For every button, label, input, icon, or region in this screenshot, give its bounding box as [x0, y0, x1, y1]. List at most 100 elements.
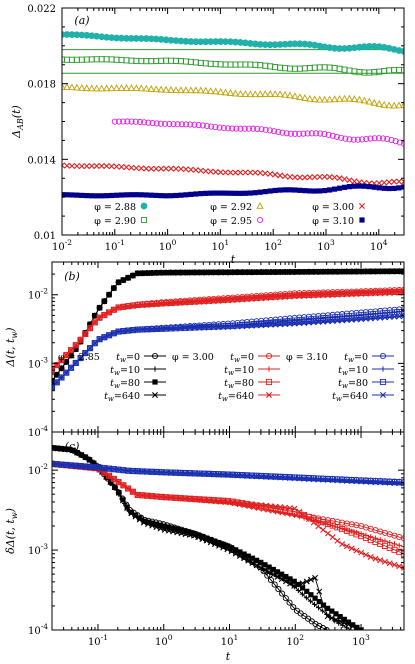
data-point — [277, 474, 284, 481]
panel-c-xtick-label-base: 10 — [155, 637, 168, 648]
data-point — [183, 528, 189, 535]
data-point — [82, 350, 89, 357]
y-axis-label-tail: ) — [4, 508, 17, 513]
data-point — [381, 185, 387, 191]
data-point — [197, 167, 204, 174]
data-point — [282, 293, 289, 300]
data-point — [167, 86, 175, 93]
data-point — [360, 96, 369, 104]
data-point — [172, 269, 179, 276]
data-point — [133, 57, 140, 64]
legend-label: tw=10 — [110, 365, 140, 377]
data-point — [182, 269, 189, 276]
data-point — [68, 347, 75, 354]
data-point — [192, 167, 199, 174]
data-point — [106, 472, 113, 479]
data-point — [310, 319, 317, 326]
panel-b: 10-410-310-2(b)Δ(t, tw)φ = 2.85 tw=0tw=10… — [4, 261, 405, 439]
data-point — [143, 192, 149, 198]
data-point — [93, 56, 100, 63]
data-point — [125, 303, 132, 310]
data-point — [222, 169, 229, 176]
series-2 — [62, 82, 404, 109]
data-point — [279, 129, 286, 136]
data-point — [367, 478, 374, 485]
data-point — [229, 472, 236, 479]
data-point — [166, 120, 173, 128]
data-point — [267, 474, 274, 481]
data-point — [63, 162, 70, 169]
legend-tw-t: t — [110, 365, 114, 376]
y-axis-label-main: Δ(t, t — [4, 338, 17, 368]
data-point — [391, 185, 397, 191]
data-point — [163, 57, 170, 64]
data-point — [381, 290, 388, 297]
data-point — [143, 165, 150, 172]
data-point — [63, 461, 70, 468]
data-point — [295, 582, 302, 589]
data-point — [157, 522, 164, 528]
data-point — [348, 268, 355, 275]
data-point — [353, 478, 360, 485]
panel-c-xtick-label: 101 — [221, 633, 239, 648]
data-point — [222, 61, 229, 68]
data-point — [83, 163, 90, 170]
data-point — [73, 56, 80, 63]
data-point — [186, 496, 193, 503]
panel-label: (a) — [74, 14, 89, 27]
panel-c-xtick-label: 10-1 — [88, 633, 108, 648]
data-point — [170, 121, 177, 128]
data-point — [258, 473, 265, 480]
data-point — [110, 306, 117, 313]
data-point — [320, 526, 327, 533]
data-point — [324, 613, 331, 620]
data-point — [149, 520, 155, 526]
data-point — [322, 187, 328, 194]
data-point — [124, 504, 131, 511]
data-point — [63, 352, 70, 359]
data-point — [362, 478, 369, 485]
data-point — [158, 269, 165, 276]
legend-marker — [380, 366, 386, 372]
data-point — [301, 512, 308, 519]
data-point — [210, 298, 217, 305]
data-point — [82, 330, 89, 338]
data-point — [113, 56, 120, 63]
series-3 — [111, 118, 404, 147]
data-point — [376, 185, 382, 191]
legend-tw-value: =10 — [120, 365, 140, 376]
data-point — [78, 163, 85, 170]
data-point — [325, 605, 331, 611]
data-point — [282, 173, 289, 180]
data-point — [279, 571, 285, 577]
data-point — [120, 482, 127, 489]
data-point — [108, 56, 115, 63]
data-point — [158, 493, 165, 500]
legend-label: tw=80 — [338, 378, 368, 390]
data-point — [316, 599, 322, 605]
data-point — [203, 535, 210, 541]
data-point — [292, 187, 298, 193]
data-point — [262, 126, 269, 133]
data-point — [148, 58, 155, 65]
legend-marker — [359, 203, 365, 209]
panel-c-xtick-label-exp: 0 — [168, 633, 173, 642]
data-point — [384, 136, 391, 143]
data-point — [346, 184, 353, 190]
data-point — [305, 475, 312, 482]
data-point — [281, 90, 289, 98]
data-point — [128, 57, 135, 64]
data-point — [220, 471, 227, 478]
data-point — [122, 84, 131, 91]
series-2-3 — [52, 313, 404, 391]
data-point — [310, 268, 317, 275]
data-point — [202, 60, 209, 67]
data-point — [205, 298, 212, 305]
data-point — [244, 269, 251, 276]
data-point — [145, 119, 152, 126]
data-point — [396, 185, 402, 191]
panel-b-ytick-label-exp: -2 — [41, 287, 49, 296]
data-point — [401, 313, 404, 319]
data-point — [182, 86, 190, 94]
data-point — [320, 292, 327, 299]
